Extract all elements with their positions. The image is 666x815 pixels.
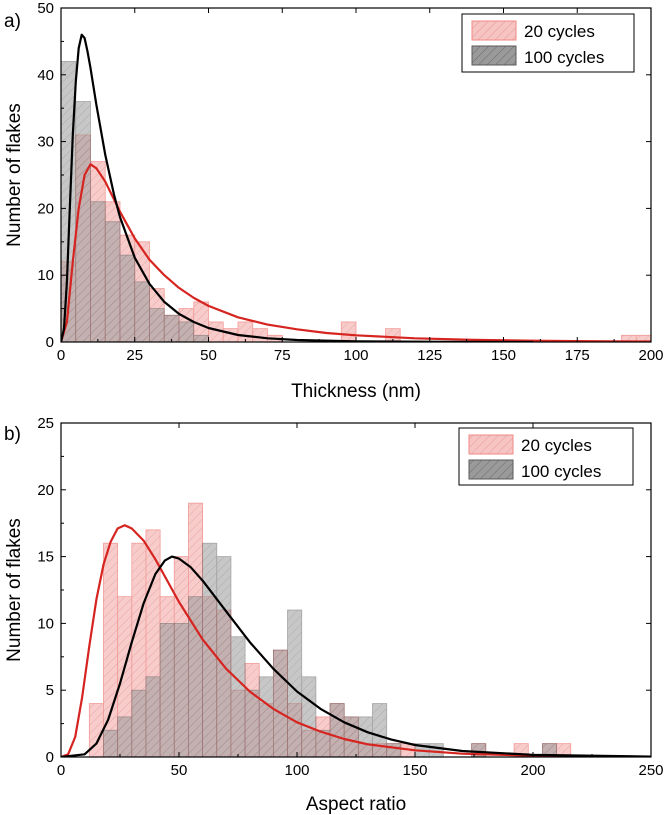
y-tick-label: 20 bbox=[37, 200, 54, 217]
bar bbox=[635, 334, 651, 342]
y-tick-label: 25 bbox=[37, 415, 54, 432]
axes-layer: 0 25 50 75 100 125 150 175 200 0 10 20 30 40 50 bbox=[37, 0, 663, 364]
y-tick-label: 50 bbox=[37, 0, 54, 17]
x-tick-label: 0 bbox=[57, 347, 65, 364]
y-tick-label: 0 bbox=[46, 749, 54, 766]
bar bbox=[329, 703, 345, 757]
bar bbox=[134, 281, 150, 342]
bar bbox=[542, 743, 558, 757]
bar bbox=[117, 716, 133, 757]
panel-label-b: b) bbox=[4, 424, 21, 445]
legend-swatch-100-cycles bbox=[471, 45, 517, 66]
bar bbox=[202, 542, 218, 757]
x-tick-label: 100 bbox=[343, 347, 368, 364]
x-axis-title: Thickness (nm) bbox=[291, 381, 421, 402]
fit-curve-100-cycles bbox=[61, 555, 651, 757]
legend-swatch-100-cycles bbox=[468, 459, 514, 480]
legend-swatch-20-cycles bbox=[471, 20, 517, 41]
x-tick-label: 50 bbox=[171, 762, 188, 779]
y-tick-label: 10 bbox=[37, 267, 54, 284]
legend: 20 cycles 100 cycles bbox=[458, 427, 634, 486]
bars-layer bbox=[61, 61, 651, 342]
bar bbox=[340, 321, 357, 342]
y-tick-label: 15 bbox=[37, 549, 54, 566]
bar bbox=[163, 314, 180, 342]
bar bbox=[193, 334, 209, 342]
bar bbox=[230, 636, 246, 757]
bar bbox=[428, 743, 444, 757]
x-tick-label: 250 bbox=[638, 762, 663, 779]
x-tick-label: 25 bbox=[126, 347, 143, 364]
fit-layer bbox=[61, 33, 651, 342]
thickness-histogram-panel: a) 0 25 50 75 100 125 150 175 200 0 10 20 30 40 50 Thi… bbox=[4, 0, 664, 402]
bar bbox=[372, 703, 388, 757]
panel-label-a: a) bbox=[4, 11, 21, 32]
bar bbox=[386, 743, 402, 757]
series-100-cycles-bars bbox=[103, 542, 558, 757]
bar bbox=[301, 676, 317, 757]
x-tick-label: 100 bbox=[284, 762, 309, 779]
bar bbox=[357, 716, 373, 757]
y-tick-label: 30 bbox=[37, 134, 54, 151]
bars-layer bbox=[88, 502, 572, 757]
y-tick-label: 20 bbox=[37, 482, 54, 499]
bar bbox=[131, 689, 147, 757]
bar bbox=[272, 649, 288, 757]
bar bbox=[145, 676, 161, 757]
legend: 20 cycles 100 cycles bbox=[461, 13, 635, 73]
bar bbox=[159, 623, 175, 757]
bar bbox=[104, 221, 121, 342]
bar bbox=[173, 623, 189, 757]
x-tick-label: 200 bbox=[638, 347, 663, 364]
x-axis-title: Aspect ratio bbox=[306, 794, 406, 815]
x-tick-label: 125 bbox=[417, 347, 442, 364]
y-tick-label: 0 bbox=[46, 334, 54, 351]
y-tick-label: 5 bbox=[46, 682, 54, 699]
legend-label-100-cycles: 100 cycles bbox=[524, 48, 604, 67]
bar bbox=[90, 201, 106, 342]
legend-label-20-cycles: 20 cycles bbox=[524, 22, 595, 41]
legend-label-20-cycles: 20 cycles bbox=[521, 436, 592, 455]
fit-layer bbox=[61, 524, 651, 757]
y-axis-title: Number of flakes bbox=[4, 103, 25, 247]
fit-curve-100-cycles bbox=[61, 33, 534, 342]
bar bbox=[258, 676, 274, 757]
y-axis-title: Number of flakes bbox=[4, 518, 25, 662]
x-tick-label: 175 bbox=[565, 347, 590, 364]
bar bbox=[216, 556, 232, 757]
bar bbox=[178, 321, 195, 342]
legend-swatch-20-cycles bbox=[468, 434, 514, 455]
bar bbox=[237, 321, 254, 342]
x-tick-label: 200 bbox=[520, 762, 545, 779]
fit-curve-20-cycles bbox=[61, 163, 651, 342]
bar bbox=[149, 308, 165, 342]
bar bbox=[103, 729, 119, 757]
legend-label-100-cycles: 100 cycles bbox=[521, 462, 601, 481]
x-tick-label: 50 bbox=[200, 347, 217, 364]
x-tick-label: 150 bbox=[491, 347, 516, 364]
bar bbox=[385, 328, 401, 342]
x-tick-label: 0 bbox=[57, 762, 65, 779]
fit-curve-20-cycles bbox=[61, 524, 651, 757]
x-tick-label: 75 bbox=[274, 347, 291, 364]
axes-layer: 0 50 100 150 200 250 0 5 10 15 20 25 bbox=[37, 415, 663, 779]
bar bbox=[244, 689, 260, 757]
aspect-ratio-histogram-panel: b) 0 50 100 150 200 250 0 5 10 15 20 25 Aspect rati… bbox=[4, 415, 664, 815]
y-tick-label: 40 bbox=[37, 67, 54, 84]
y-tick-label: 10 bbox=[37, 615, 54, 632]
series-100-cycles-bars bbox=[61, 61, 209, 342]
bar bbox=[252, 328, 268, 342]
bar bbox=[119, 254, 136, 342]
x-tick-label: 150 bbox=[402, 762, 427, 779]
